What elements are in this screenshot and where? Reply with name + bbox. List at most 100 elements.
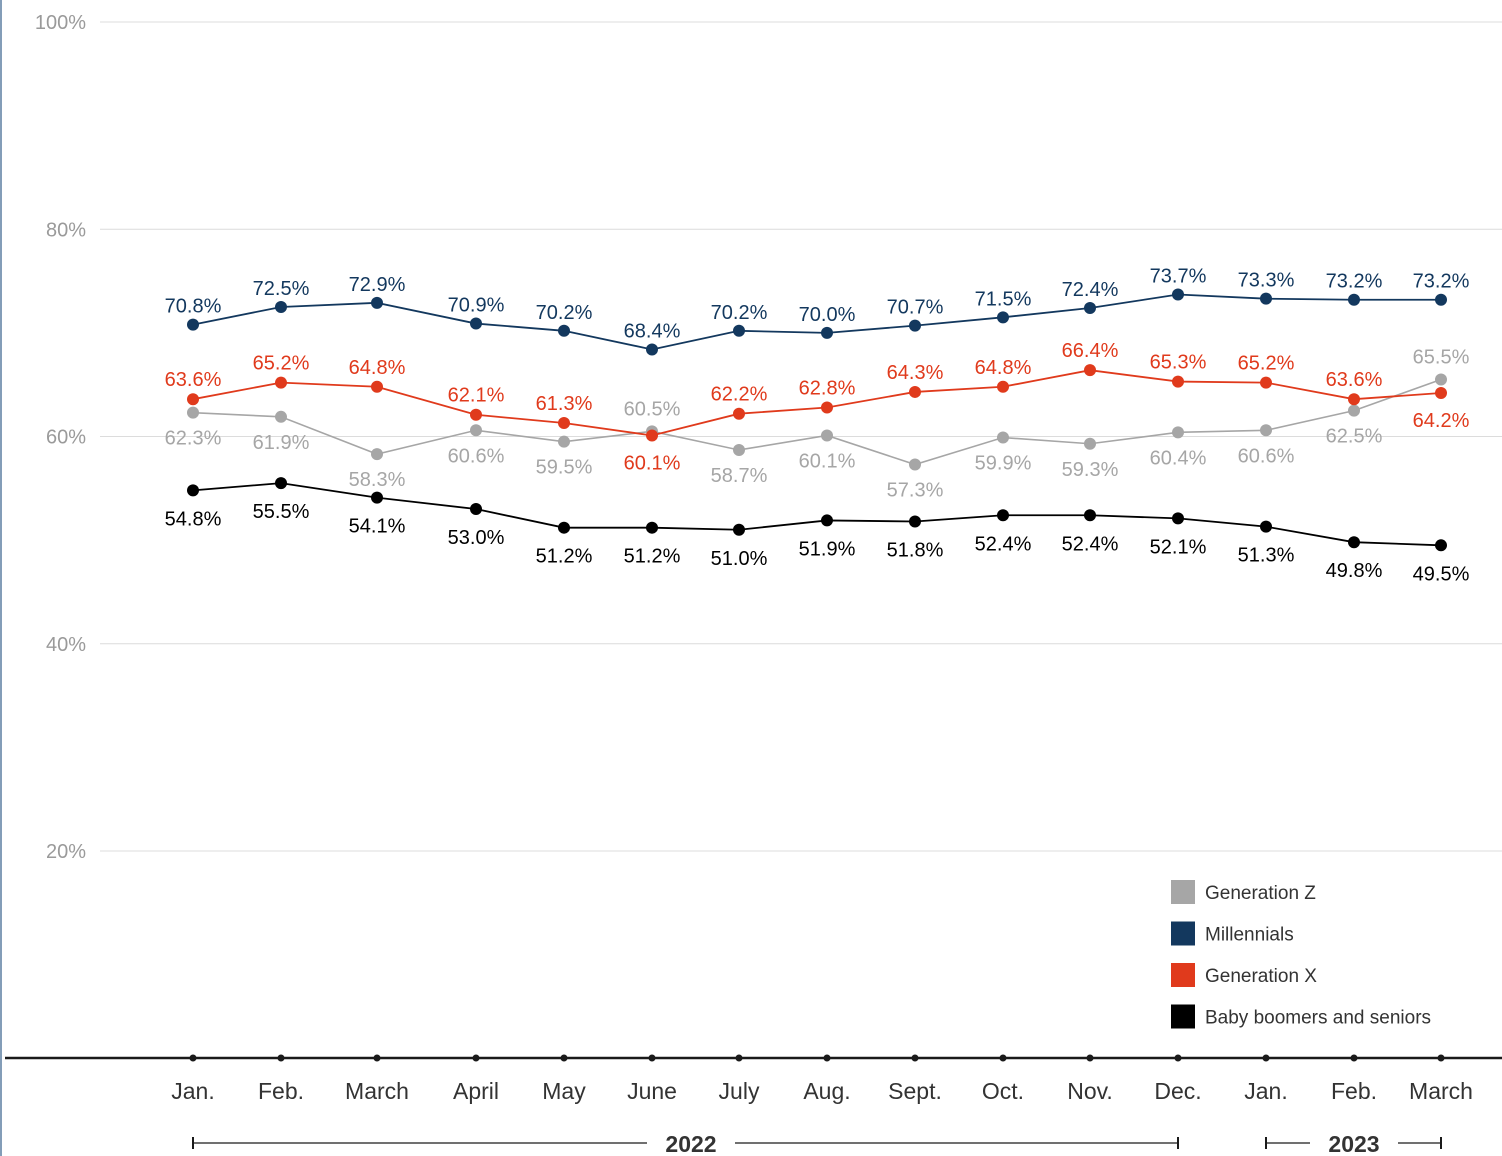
data-label: 64.8% bbox=[349, 357, 406, 379]
y-tick-label: 40% bbox=[46, 634, 86, 656]
legend-swatch bbox=[1171, 880, 1195, 904]
data-label: 53.0% bbox=[448, 527, 505, 549]
gridlines bbox=[100, 21, 1502, 852]
data-label: 61.3% bbox=[536, 393, 593, 415]
data-point bbox=[733, 523, 745, 536]
data-label: 51.0% bbox=[711, 548, 768, 570]
data-point bbox=[275, 300, 287, 313]
data-label: 51.2% bbox=[624, 546, 681, 568]
y-axis-ticks: 20% 40% 60% 80% 100% bbox=[35, 12, 86, 863]
data-label: 72.4% bbox=[1062, 279, 1119, 301]
data-point bbox=[371, 296, 383, 309]
data-point bbox=[470, 424, 482, 437]
y-tick-label: 100% bbox=[35, 12, 86, 34]
data-label: 60.5% bbox=[624, 398, 681, 420]
x-tick-dot bbox=[911, 1054, 919, 1062]
data-point bbox=[997, 509, 1009, 522]
data-point bbox=[187, 406, 199, 419]
data-label: 49.5% bbox=[1413, 563, 1470, 585]
data-point bbox=[371, 491, 383, 504]
data-label: 60.1% bbox=[799, 450, 856, 472]
data-point bbox=[1435, 539, 1447, 552]
data-point bbox=[1084, 302, 1096, 315]
data-label: 66.4% bbox=[1062, 340, 1119, 362]
x-tick-label: Dec. bbox=[1154, 1078, 1201, 1104]
data-point bbox=[909, 515, 921, 528]
x-tick-label: Oct. bbox=[982, 1078, 1024, 1104]
data-point bbox=[733, 443, 745, 456]
data-label: 52.4% bbox=[975, 533, 1032, 555]
data-label: 61.9% bbox=[253, 432, 310, 454]
x-tick-label: Jan. bbox=[1244, 1078, 1287, 1104]
x-tick-label: March bbox=[345, 1078, 409, 1104]
data-label: 72.5% bbox=[253, 278, 310, 300]
data-label: 60.4% bbox=[1150, 447, 1207, 469]
x-tick-dot bbox=[1437, 1054, 1445, 1062]
data-label: 70.2% bbox=[711, 302, 768, 324]
data-point bbox=[1260, 292, 1272, 305]
data-point bbox=[1260, 520, 1272, 533]
data-label: 49.8% bbox=[1326, 560, 1383, 582]
data-label: 55.5% bbox=[253, 501, 310, 523]
x-tick-dot bbox=[560, 1054, 568, 1062]
data-label: 70.8% bbox=[165, 296, 222, 318]
data-label: 51.3% bbox=[1238, 545, 1295, 567]
data-label: 59.3% bbox=[1062, 459, 1119, 481]
x-tick-dot bbox=[1174, 1054, 1182, 1062]
data-point bbox=[1348, 536, 1360, 549]
x-tick-label: May bbox=[542, 1078, 586, 1104]
data-point bbox=[470, 317, 482, 330]
data-label: 51.2% bbox=[536, 546, 593, 568]
data-label: 54.8% bbox=[165, 508, 222, 530]
x-tick-dot bbox=[1086, 1054, 1094, 1062]
data-point bbox=[909, 458, 921, 471]
data-label: 62.2% bbox=[711, 384, 768, 406]
data-point bbox=[187, 393, 199, 406]
legend-swatch bbox=[1171, 963, 1195, 987]
data-label: 72.9% bbox=[349, 274, 406, 296]
data-point bbox=[1348, 393, 1360, 406]
data-label: 70.9% bbox=[448, 295, 505, 317]
data-label: 63.6% bbox=[1326, 369, 1383, 391]
legend-label: Generation Z bbox=[1205, 883, 1316, 904]
x-tick-label: Aug. bbox=[803, 1078, 850, 1104]
data-point bbox=[997, 431, 1009, 444]
data-point bbox=[1260, 424, 1272, 437]
data-label: 63.6% bbox=[165, 369, 222, 391]
data-label: 70.7% bbox=[887, 297, 944, 319]
data-label: 60.6% bbox=[448, 445, 505, 467]
x-tick-dot bbox=[823, 1054, 831, 1062]
data-point bbox=[909, 385, 921, 398]
data-point bbox=[371, 448, 383, 461]
data-point bbox=[821, 514, 833, 527]
x-tick-dot bbox=[1350, 1054, 1358, 1062]
data-label: 65.5% bbox=[1413, 347, 1470, 369]
data-label: 58.7% bbox=[711, 465, 768, 487]
data-label: 62.1% bbox=[448, 385, 505, 407]
data-point bbox=[470, 503, 482, 516]
y-tick-label: 80% bbox=[46, 219, 86, 241]
data-point bbox=[1084, 364, 1096, 377]
data-point bbox=[371, 380, 383, 393]
data-point bbox=[1172, 375, 1184, 388]
data-label: 64.8% bbox=[975, 357, 1032, 379]
data-label: 60.1% bbox=[624, 452, 681, 474]
series-group bbox=[187, 288, 1447, 552]
data-point bbox=[646, 429, 658, 442]
data-label: 52.4% bbox=[1062, 533, 1119, 555]
data-label: 62.5% bbox=[1326, 426, 1383, 448]
x-tick-dot bbox=[373, 1054, 381, 1062]
data-label: 51.9% bbox=[799, 538, 856, 560]
year-brackets: 2022 2023 bbox=[192, 1131, 1442, 1156]
y-tick-label: 60% bbox=[46, 427, 86, 449]
data-point bbox=[187, 484, 199, 497]
data-point bbox=[558, 417, 570, 430]
x-tick-label: Jan. bbox=[171, 1078, 214, 1104]
data-point bbox=[1348, 404, 1360, 417]
data-point bbox=[646, 521, 658, 534]
legend-label: Generation X bbox=[1205, 966, 1317, 987]
x-tick-label: July bbox=[719, 1078, 760, 1104]
x-tick-dot bbox=[277, 1054, 285, 1062]
data-point bbox=[909, 319, 921, 332]
x-tick-dot bbox=[472, 1054, 480, 1062]
